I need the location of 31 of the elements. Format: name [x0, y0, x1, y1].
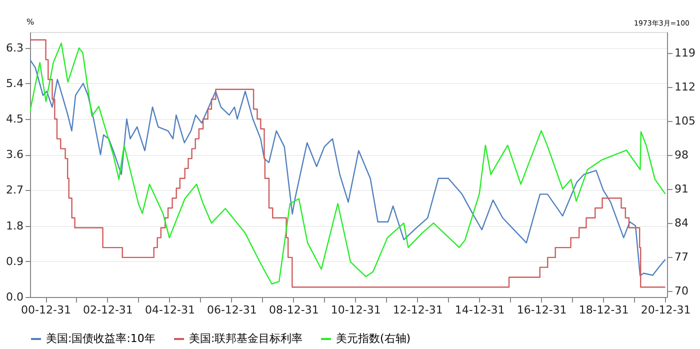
x-tick-label: 06-12-31	[206, 304, 257, 316]
x-tick-label: 12-12-31	[392, 304, 443, 316]
y-tick-label: 1.8	[6, 219, 24, 232]
y-axis-title: %	[26, 18, 34, 26]
y-tick-label: 0.9	[6, 254, 24, 268]
x-tick-label: 20-12-31	[640, 304, 691, 316]
x-tick-label: 04-12-31	[145, 304, 195, 316]
x-tick-label: 10-12-31	[330, 304, 381, 316]
y-tick-label: 6.3	[6, 41, 24, 54]
y2-tick-label: 112	[674, 80, 696, 94]
y-tick-label: 4.5	[6, 112, 24, 126]
legend-label: 美元指数(右轴)	[336, 332, 411, 345]
legend-label: 美国:国债收益率:10年	[46, 332, 156, 345]
y2-tick-label: 91	[674, 182, 688, 196]
legend-label: 美国:联邦基金目标利率	[189, 332, 303, 345]
x-tick-label: 00-12-31	[21, 304, 71, 316]
x-tick-label: 02-12-31	[82, 304, 133, 316]
y2-tick-label: 77	[674, 250, 688, 264]
y-tick-label: 0.0	[6, 290, 24, 304]
y-tick-label: 5.4	[6, 76, 24, 90]
y2-tick-label: 98	[674, 148, 688, 162]
y2-tick-label: 105	[674, 114, 696, 128]
x-tick-label: 08-12-31	[268, 304, 319, 316]
x-tick-label: 14-12-31	[454, 304, 505, 316]
x-tick-label: 18-12-31	[578, 304, 629, 316]
y2-tick-label: 119	[674, 46, 696, 60]
y-tick-label: 2.7	[6, 184, 24, 197]
y-tick-label: 3.6	[6, 148, 24, 162]
x-tick-label: 16-12-31	[516, 304, 567, 316]
y2-tick-label: 70	[674, 284, 688, 298]
y2-tick-label: 84	[674, 216, 688, 230]
